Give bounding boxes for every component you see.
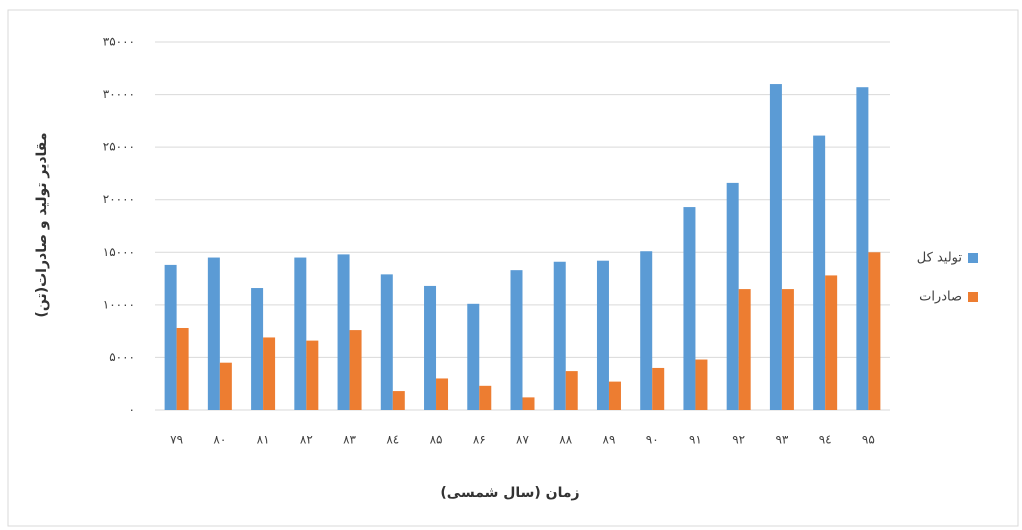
x-axis-title: زمان (سال شمسی) (440, 485, 579, 501)
bar (349, 330, 362, 410)
bar (726, 182, 739, 410)
x-tick-label: ۹۵ (862, 433, 875, 447)
x-tick-label: ۸۲ (300, 433, 313, 447)
legend-label: تولید کل (917, 251, 963, 266)
x-tick-label: ۸۶ (473, 433, 486, 447)
bar (769, 84, 782, 411)
y-axis-title: مقادیر تولید و صادرات(تن) (34, 132, 50, 317)
x-tick-label: ۸۵ (430, 433, 443, 447)
y-tick-label: ۱۰۰۰۰ (103, 297, 135, 311)
bar (608, 381, 621, 410)
legend-swatch (968, 292, 978, 302)
bar (553, 261, 566, 410)
y-tick-label: ۲۰۰۰۰ (103, 192, 135, 206)
bar (683, 207, 696, 410)
bar (856, 87, 869, 410)
bar (652, 367, 665, 410)
bar (596, 260, 609, 410)
y-tick-label: ۳۵۰۰۰ (103, 35, 135, 49)
x-tick-label: ۸۸ (559, 433, 572, 447)
bar (337, 254, 350, 410)
legend-swatch (968, 253, 978, 263)
x-tick-label: ۹۱ (689, 433, 702, 447)
bar (263, 337, 276, 410)
bar (294, 257, 307, 410)
bar (738, 289, 751, 410)
bar (424, 285, 437, 410)
x-tick-label: ۸۷ (516, 433, 529, 447)
y-tick-label: ۵۰۰۰ (109, 350, 135, 364)
bar (380, 274, 393, 410)
x-tick-label: ۹۳ (775, 433, 788, 447)
x-tick-label: ۹۰ (646, 433, 659, 447)
y-tick-label: ۲۵۰۰۰ (103, 140, 135, 154)
bar (467, 303, 480, 410)
x-tick-label: ۸۹ (603, 433, 616, 447)
bar (565, 371, 578, 410)
y-tick-label: ۰ (129, 403, 135, 417)
bar (392, 391, 405, 410)
bar (510, 270, 523, 410)
bar (479, 385, 492, 410)
bar (640, 251, 653, 410)
bar (695, 359, 708, 410)
x-tick-label: ۸۳ (343, 433, 356, 447)
bar (164, 264, 177, 410)
x-tick-label: ۹٤ (819, 433, 832, 447)
x-tick-label: ۷۹ (170, 433, 183, 447)
bar (219, 362, 232, 410)
x-tick-label: ۹۲ (732, 433, 745, 447)
bar (306, 340, 319, 410)
bar (825, 275, 838, 410)
bar (436, 378, 449, 410)
bar (813, 135, 826, 410)
bar (207, 257, 220, 410)
x-tick-label: ۸۱ (257, 433, 270, 447)
x-tick-label: ۸۰ (213, 433, 226, 447)
legend-label: صادرات (919, 290, 962, 305)
bar (868, 252, 881, 410)
y-tick-label: ۱۵۰۰۰ (103, 245, 135, 259)
bar (781, 289, 794, 410)
bar (251, 288, 264, 410)
bar (176, 327, 189, 410)
x-tick-label: ۸٤ (386, 433, 399, 447)
bar (522, 397, 535, 410)
y-tick-label: ۳۰۰۰۰ (103, 87, 135, 101)
